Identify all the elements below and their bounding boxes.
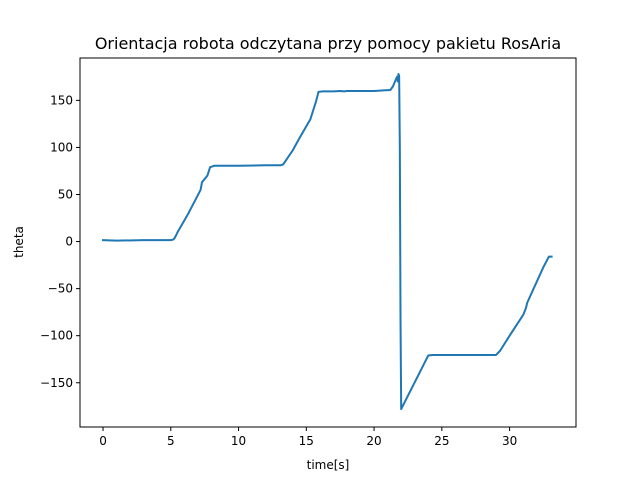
- y-tick-label: −50: [48, 282, 73, 296]
- plot-area: [102, 73, 553, 411]
- plot-frame: [79, 57, 577, 428]
- y-tick-label: 100: [50, 140, 73, 154]
- x-tick-label: 5: [167, 434, 175, 448]
- x-tick-label: 20: [366, 434, 381, 448]
- y-axis: −150 −100 −50 0 50 100 150: [40, 93, 80, 390]
- x-tick-label: 15: [299, 434, 314, 448]
- y-tick-label: 150: [50, 93, 73, 107]
- y-tick-label: 0: [65, 235, 73, 249]
- x-tick-label: 0: [99, 434, 107, 448]
- x-axis: 0 5 10 15 20 25 30: [99, 427, 517, 448]
- y-tick-label: −100: [40, 329, 73, 343]
- y-tick-label: 50: [58, 187, 73, 201]
- y-axis-label: theta: [12, 226, 26, 258]
- y-tick-label: −150: [40, 376, 73, 390]
- x-tick-label: 25: [434, 434, 449, 448]
- chart-title: Orientacja robota odczytana przy pomocy …: [95, 34, 561, 53]
- series-line: [102, 73, 553, 411]
- x-axis-label: time[s]: [307, 458, 350, 472]
- x-tick-label: 30: [502, 434, 517, 448]
- x-tick-label: 10: [231, 434, 246, 448]
